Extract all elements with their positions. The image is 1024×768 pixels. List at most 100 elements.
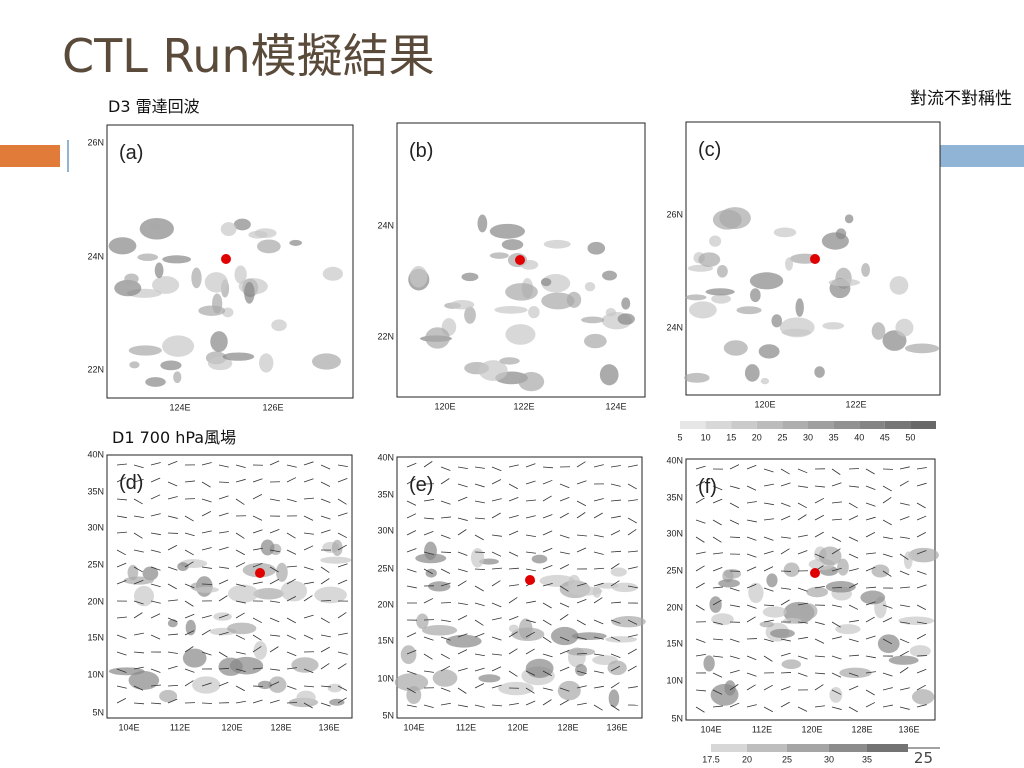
wind-barb [235, 668, 246, 673]
echo-shape [698, 252, 721, 267]
storm-center [810, 254, 820, 264]
wind-barb [763, 518, 774, 521]
echo-shape [327, 683, 343, 693]
wind-barb [406, 649, 417, 655]
echo-shape [259, 353, 274, 373]
wind-barb [559, 602, 570, 608]
wind-barb [542, 547, 553, 553]
wind-barb [593, 670, 604, 674]
wind-barb [440, 466, 451, 471]
wind-barb [695, 465, 706, 470]
wind-barb [508, 464, 519, 468]
wind-barb [320, 464, 331, 470]
wind-barb [865, 531, 876, 538]
wind-barb [167, 460, 178, 466]
colorbar-label: 10 [701, 432, 711, 442]
wind-barb [303, 515, 314, 521]
wind-barb [201, 462, 212, 466]
colorbar-label: 45 [880, 432, 890, 442]
y-tick-label: 25N [87, 559, 104, 569]
x-tick-label: 126E [262, 402, 283, 412]
wind-barb [133, 549, 144, 553]
wind-barb [184, 480, 195, 483]
wind-barb [508, 597, 518, 604]
wind-barb [610, 619, 621, 624]
wind-barb [116, 562, 127, 568]
echo-shape [703, 655, 715, 672]
wind-barb [797, 514, 807, 521]
echo-shape [518, 618, 533, 640]
wind-barb [525, 687, 535, 694]
wind-barb [882, 497, 892, 504]
wind-barb [882, 687, 893, 691]
wind-barb [797, 621, 808, 624]
wind-barb [337, 663, 347, 670]
echo-shape [489, 223, 525, 239]
wind-barb [184, 515, 194, 522]
panel-label: (a) [119, 142, 143, 164]
wind-barb [474, 551, 486, 553]
wind-barb [780, 599, 790, 606]
wind-barb [235, 612, 245, 619]
echo-shape [905, 343, 940, 354]
wind-barb [865, 689, 875, 696]
x-tick-label: 136E [606, 722, 627, 732]
page-number: 25 [914, 749, 933, 767]
accent-bar-right [940, 145, 1024, 167]
wind-barb [423, 636, 434, 641]
wind-barb [491, 666, 502, 672]
y-tick-label: 26N [666, 209, 683, 219]
echo-shape [605, 636, 638, 643]
x-tick-label: 128E [557, 722, 578, 732]
wind-barb [252, 515, 263, 521]
wind-barb [474, 619, 484, 626]
wind-barb [899, 706, 910, 710]
wind-barb [474, 683, 485, 689]
echo-shape [154, 262, 164, 279]
y-tick-label: 20N [87, 596, 104, 606]
wind-barb [116, 634, 127, 639]
wind-barb [508, 631, 518, 638]
wind-barb [457, 483, 468, 488]
wind-barb [763, 502, 774, 506]
echo-shape [540, 277, 552, 287]
wind-barb [201, 481, 211, 488]
wind-barb [184, 583, 195, 589]
wind-barb [406, 513, 417, 519]
wind-barb [406, 500, 417, 506]
echo-shape [903, 551, 913, 570]
wind-barb [337, 632, 348, 636]
echo-shape [127, 564, 139, 581]
wind-barb [729, 587, 740, 592]
wind-barb [916, 668, 927, 674]
y-tick-label: 15N [666, 638, 683, 648]
x-tick-label: 136E [898, 724, 919, 734]
colorbar-cell [859, 421, 885, 429]
wind-barb [746, 616, 756, 623]
wind-barb [235, 685, 245, 692]
wind-barb [865, 566, 876, 572]
echo-shape [716, 264, 728, 278]
echo-shape [712, 209, 742, 230]
wind-barb [406, 632, 417, 638]
x-tick-label: 120E [801, 724, 822, 734]
wind-barb [542, 619, 552, 626]
wind-barb [235, 549, 245, 556]
wind-barb [167, 617, 178, 623]
y-tick-label: 10N [87, 669, 104, 679]
wind-barb [627, 517, 637, 524]
wind-barb [610, 653, 621, 658]
wind-barb [899, 604, 910, 608]
wind-barb [831, 655, 842, 660]
wind-barb [763, 550, 774, 555]
wind-barb [627, 566, 638, 570]
wind-barb [576, 461, 586, 468]
wind-barb [303, 545, 314, 551]
wind-barb [252, 563, 263, 568]
wind-barb [218, 546, 229, 551]
wind-barb [763, 706, 773, 713]
wind-barb [916, 550, 927, 555]
x-tick-label: 128E [851, 724, 872, 734]
wind-barb [133, 666, 144, 670]
wind-barb [133, 702, 144, 705]
